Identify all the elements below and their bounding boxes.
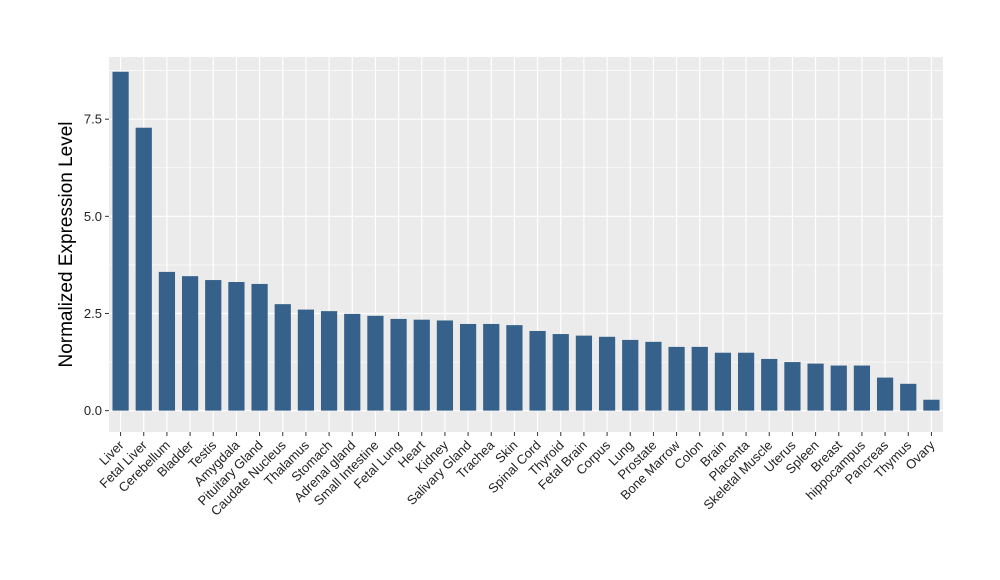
bar-bone-marrow	[668, 346, 685, 411]
y-axis-title: Normalized Expression Level	[56, 121, 77, 367]
bar-brain	[714, 352, 732, 411]
bar-heart	[413, 319, 430, 411]
bar-caudate-nucleus	[274, 304, 291, 411]
bar-fetal-brain	[575, 335, 593, 411]
bar-thalamus	[297, 309, 315, 411]
y-tick-label: 5.0	[84, 209, 102, 224]
bar-adrenal-gland	[344, 313, 361, 411]
bar-placenta	[737, 352, 755, 411]
bar-fetal-liver	[135, 127, 152, 411]
bar-salivary-gland	[459, 323, 477, 411]
bar-cerebellum	[158, 271, 176, 411]
bar-skeletal-muscle	[761, 358, 778, 411]
bar-spleen	[807, 363, 824, 411]
y-tick-label: 0.0	[84, 403, 102, 418]
bar-pituitary-gland	[251, 283, 268, 411]
bar-corpus	[598, 336, 616, 411]
bar-small-intestine	[367, 315, 384, 411]
bar-ovary	[923, 399, 940, 411]
bar-prostate	[645, 341, 662, 411]
bar-hippocampus	[853, 365, 871, 411]
bar-testis	[205, 280, 222, 411]
y-axis: 0.0 2.5 5.0 7.5	[84, 112, 109, 418]
y-tick-label: 2.5	[84, 306, 102, 321]
bar-amygdala	[228, 282, 245, 411]
bar-uterus	[784, 362, 801, 411]
bar-thymus	[900, 383, 917, 411]
bar-fetal-lung	[390, 318, 407, 411]
bar-lung	[622, 339, 639, 411]
bar-bladder	[181, 276, 199, 411]
bar-stomach	[320, 311, 338, 411]
y-tick-label: 7.5	[84, 112, 102, 127]
bar-pancreas	[876, 377, 894, 411]
bars	[112, 71, 940, 411]
bar-spinal-cord	[529, 330, 546, 411]
bar-trachea	[483, 323, 500, 411]
bar-colon	[691, 346, 708, 411]
bar-liver	[112, 71, 129, 411]
bar-kidney	[436, 320, 454, 411]
bar-skin	[506, 325, 523, 411]
bar-breast	[830, 365, 847, 411]
bar-thyroid	[552, 334, 569, 411]
